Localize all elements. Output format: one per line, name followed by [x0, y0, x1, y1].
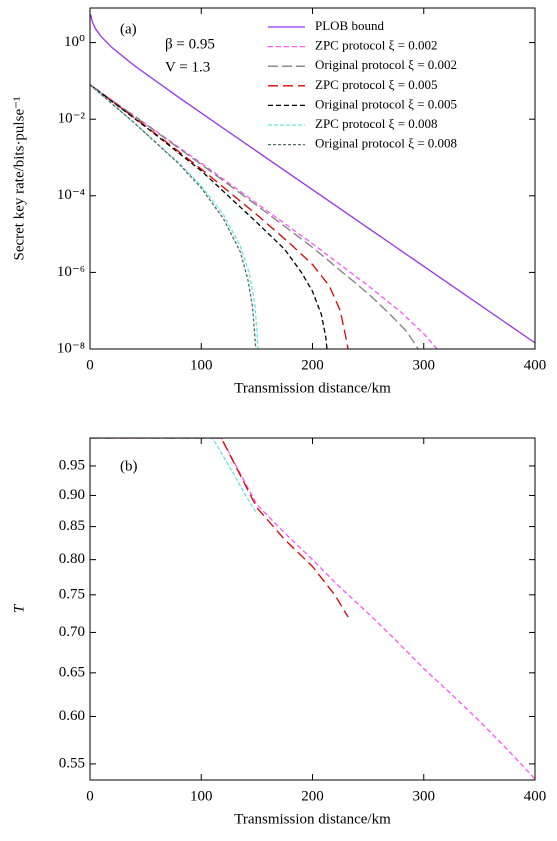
y-tick-label: 0.60	[59, 708, 85, 724]
annotation: V = 1.3	[165, 59, 210, 75]
y-axis-label: T	[11, 603, 27, 613]
x-tick-label: 100	[190, 788, 213, 804]
y-tick-label: 10⁰	[64, 34, 85, 50]
data-line	[90, 14, 535, 344]
legend-label: PLOB bound	[315, 18, 384, 33]
legend-label: Original protocol ξ = 0.005	[315, 96, 457, 111]
x-tick-label: 300	[413, 788, 436, 804]
data-line	[90, 84, 257, 349]
x-tick-label: 100	[190, 357, 213, 373]
data-line	[90, 84, 349, 349]
x-tick-label: 400	[524, 357, 547, 373]
data-line	[90, 84, 259, 349]
y-tick-label: 0.80	[59, 551, 85, 567]
legend-label: Original protocol ξ = 0.008	[315, 136, 457, 151]
x-tick-label: 200	[301, 788, 324, 804]
y-tick-label: 10⁻⁶	[57, 264, 85, 280]
x-tick-label: 400	[524, 788, 547, 804]
legend-label: ZPC protocol ξ = 0.005	[315, 77, 438, 92]
data-line	[90, 438, 349, 618]
y-axis-label: Secret key rate/bits·pulse⁻¹	[11, 96, 27, 260]
legend-label: Original protocol ξ = 0.002	[315, 57, 457, 72]
x-tick-label: 0	[86, 357, 94, 373]
y-tick-label: 0.75	[59, 586, 85, 602]
x-tick-label: 200	[301, 357, 324, 373]
x-axis-label: Transmission distance/km	[234, 811, 391, 827]
annotation: (b)	[120, 458, 138, 474]
data-line	[90, 438, 535, 780]
x-tick-label: 0	[86, 788, 94, 804]
x-axis-label: Transmission distance/km	[234, 380, 391, 396]
legend-label: ZPC protocol ξ = 0.008	[315, 116, 438, 131]
x-tick-label: 300	[413, 357, 436, 373]
axes-frame	[89, 7, 536, 350]
data-line	[90, 84, 328, 349]
series-group	[90, 438, 535, 780]
y-tick-label: 0.85	[59, 518, 85, 534]
data-line	[90, 438, 258, 515]
y-tick-label: 0.95	[59, 457, 85, 473]
series-group	[90, 14, 535, 349]
legend-label: ZPC protocol ξ = 0.002	[315, 38, 438, 53]
axes-frame	[89, 437, 536, 781]
y-tick-label: 10⁻⁸	[57, 340, 85, 356]
y-tick-label: 0.55	[59, 755, 85, 771]
y-tick-label: 10⁻⁴	[57, 187, 85, 203]
plot: 0 100 200 300 400 0.95 0.90 0.85 0.80 0.75 0.70 0.6…	[11, 437, 547, 827]
y-tick-label: 10⁻²	[58, 111, 86, 127]
y-tick-label: 0.70	[59, 624, 85, 640]
data-line	[90, 84, 419, 349]
annotation: (a)	[120, 21, 137, 37]
annotation: β = 0.95	[165, 36, 215, 52]
plot: 0 100 200 300 400 10⁰ 10⁻² 10⁻⁴ 10⁻⁶ 10⁻⁸ Transmis…	[11, 7, 547, 396]
y-tick-label: 0.65	[59, 664, 85, 680]
y-tick-label: 0.90	[59, 487, 85, 503]
